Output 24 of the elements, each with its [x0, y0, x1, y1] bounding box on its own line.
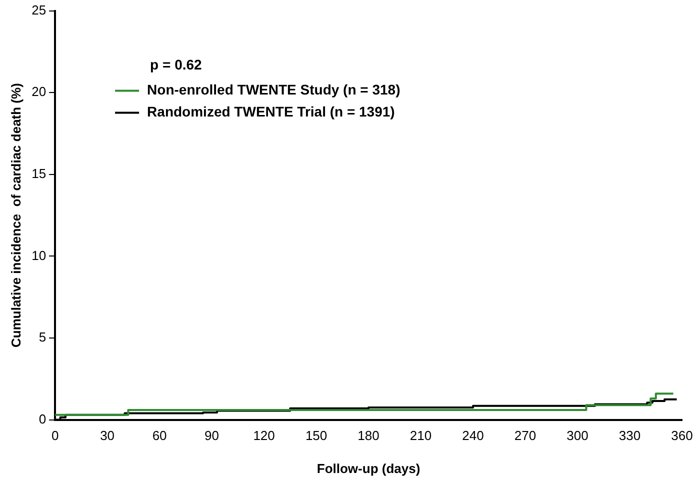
x-tick-label: 270	[514, 428, 536, 444]
x-tick-label: 300	[566, 428, 588, 444]
legend-label: Non-enrolled TWENTE Study (n = 318)	[147, 82, 400, 98]
x-tick-label: 120	[253, 428, 275, 444]
y-tick-label: 5	[38, 330, 46, 345]
x-tick-label: 150	[305, 428, 328, 444]
x-tick-label: 90	[204, 428, 220, 444]
y-axis-title: Cumulative incidence of cardiac death (%)	[8, 83, 24, 348]
x-tick-label: 60	[152, 428, 167, 444]
x-tick-label: 330	[618, 428, 641, 444]
y-tick-label: 15	[32, 166, 46, 181]
annotation: p = 0.62	[150, 56, 202, 73]
x-tick-label: 240	[462, 428, 484, 444]
y-tick-label: 25	[32, 2, 46, 18]
x-tick-label: 180	[358, 428, 380, 444]
y-tick-label: 10	[32, 248, 46, 263]
x-tick-label: 360	[671, 428, 693, 444]
y-tick-label: 20	[32, 84, 46, 100]
x-tick-label: 210	[410, 428, 432, 444]
x-tick-label: 0	[51, 428, 59, 444]
x-tick-label: 30	[100, 428, 115, 444]
y-tick-label: 0	[38, 411, 46, 426]
x-axis-title: Follow-up (days)	[316, 460, 420, 476]
legend-label: Randomized TWENTE Trial (n = 1391)	[147, 104, 395, 120]
